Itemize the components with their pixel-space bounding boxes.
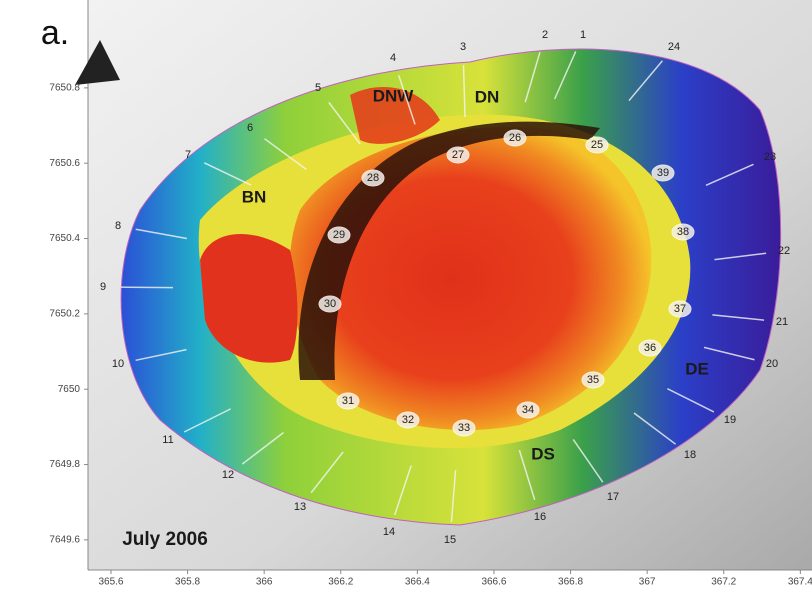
y-tick-label: 7649.6 (49, 535, 80, 546)
station-label: 19 (724, 414, 736, 426)
station-label: 34 (522, 404, 534, 416)
station-label: 35 (587, 374, 599, 386)
y-tick-label: 7650 (58, 384, 81, 395)
station-label: 39 (657, 167, 669, 179)
x-tick-label: 366 (256, 577, 273, 588)
station-label: 17 (607, 491, 619, 503)
station-label: 26 (509, 132, 521, 144)
station-label: 20 (766, 358, 778, 370)
station-label: 30 (324, 298, 336, 310)
station-label: 11 (162, 434, 173, 446)
station-label: 13 (294, 501, 306, 513)
station-label: 33 (458, 422, 470, 434)
station-label: 23 (764, 151, 776, 163)
y-tick-label: 7650.8 (49, 83, 80, 94)
station-label: 21 (776, 316, 788, 328)
station-label: 9 (100, 281, 106, 293)
y-tick-label: 7650.6 (49, 158, 80, 169)
station-label: 14 (383, 526, 395, 538)
station-label: 1 (580, 29, 586, 41)
station-label: 24 (668, 41, 680, 53)
station-label: 18 (684, 449, 696, 461)
station-label: 38 (677, 226, 689, 238)
station-label: 31 (342, 395, 354, 407)
y-tick-label: 7649.8 (49, 459, 80, 470)
x-tick-label: 366.8 (558, 577, 583, 588)
station-label: 28 (367, 172, 379, 184)
station-label: 2 (542, 29, 548, 41)
date-label: July 2006 (122, 529, 208, 550)
station-label: 12 (222, 469, 234, 481)
map-figure: a. July 2006 365.6365.8366366.2366.4366.… (0, 0, 812, 599)
station-label: 4 (390, 52, 396, 64)
station-label: 27 (452, 149, 464, 161)
y-tick-label: 7650.4 (49, 233, 80, 244)
panel-label: a. (41, 14, 69, 52)
station-label: 3 (460, 41, 466, 53)
station-label: 8 (115, 220, 121, 232)
x-tick-label: 366.4 (405, 577, 430, 588)
station-label: 29 (333, 229, 345, 241)
station-label: 10 (112, 358, 124, 370)
region-label: BN (242, 187, 267, 206)
region-label: DN (475, 87, 500, 106)
station-label: 15 (444, 534, 456, 546)
station-label: 36 (644, 342, 656, 354)
station-label: 6 (247, 122, 253, 134)
x-tick-label: 367 (639, 577, 656, 588)
station-label: 7 (185, 149, 191, 161)
x-tick-label: 365.8 (175, 577, 200, 588)
x-tick-label: 367.4 (788, 577, 812, 588)
region-label: DS (531, 444, 555, 463)
station-label: 5 (315, 82, 321, 94)
y-tick-label: 7650.2 (49, 309, 80, 320)
station-label: 16 (534, 511, 546, 523)
x-tick-label: 366.6 (481, 577, 506, 588)
x-tick-label: 367.2 (711, 577, 736, 588)
station-label: 37 (674, 303, 686, 315)
region-label: DE (685, 359, 709, 378)
station-label: 22 (778, 245, 790, 257)
x-tick-label: 365.6 (98, 577, 123, 588)
station-label: 32 (402, 414, 414, 426)
station-label: 25 (591, 139, 603, 151)
x-tick-label: 366.2 (328, 577, 353, 588)
